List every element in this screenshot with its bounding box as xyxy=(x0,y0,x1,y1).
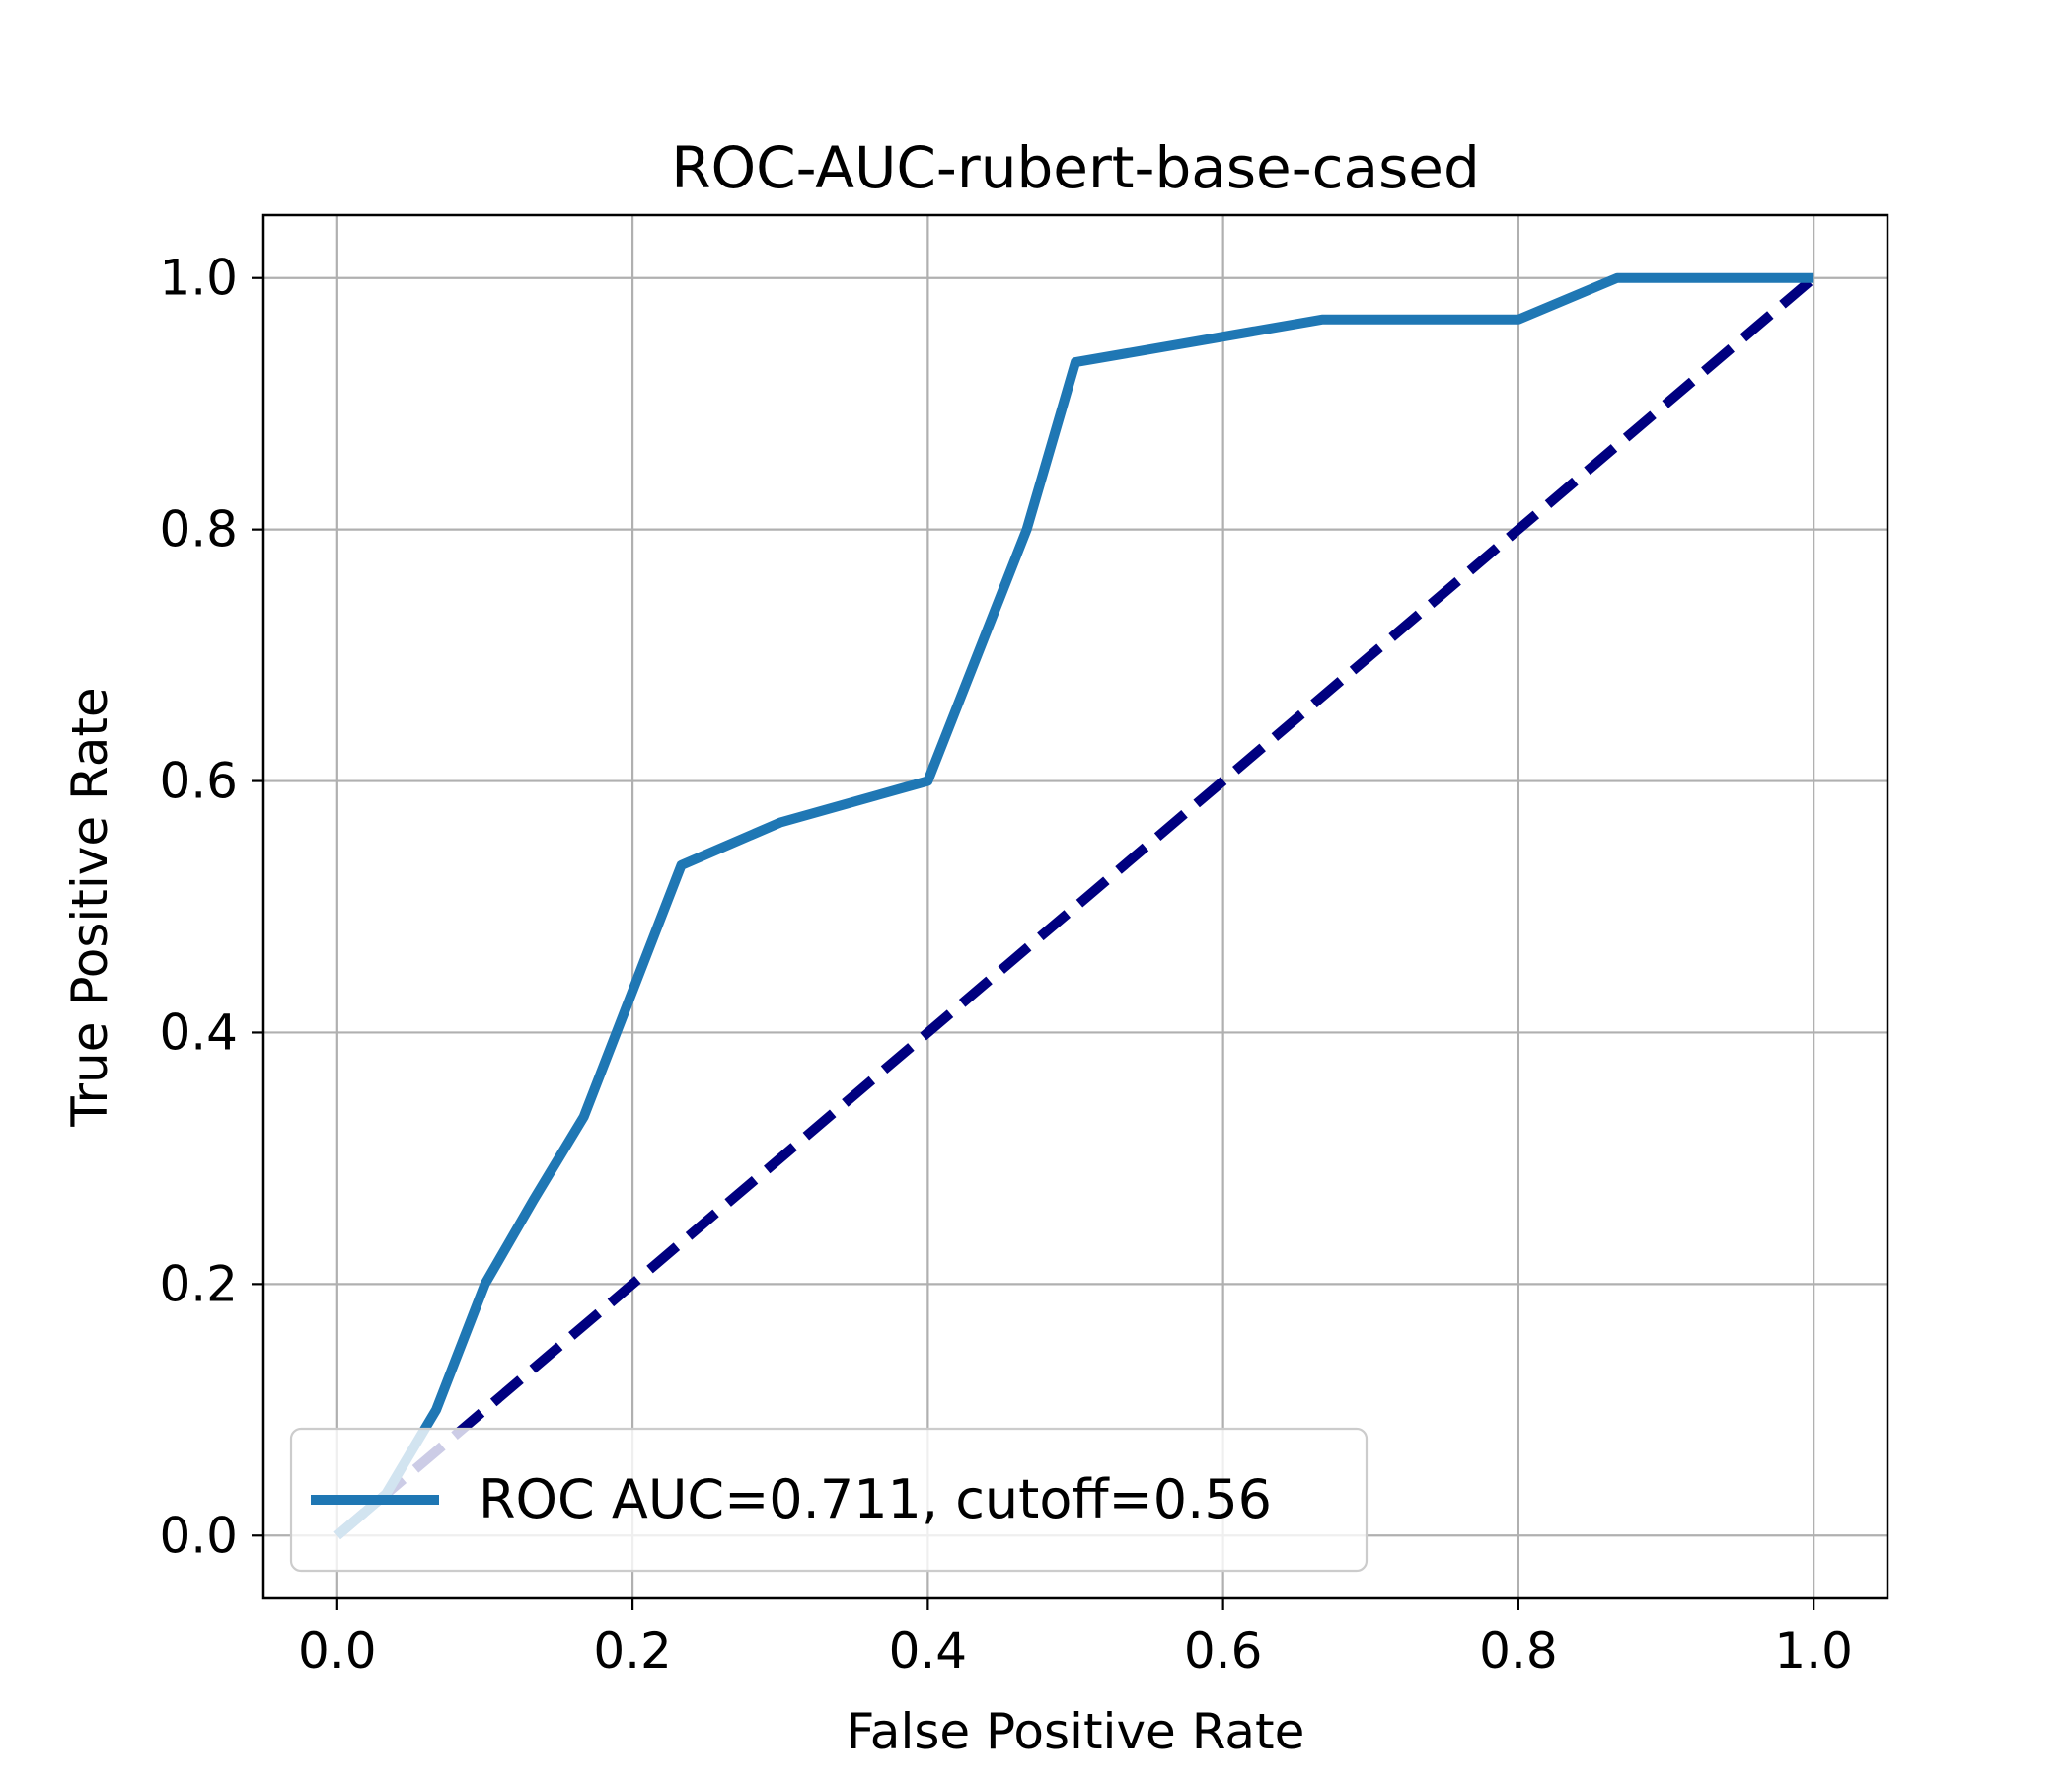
roc-curve xyxy=(333,272,1814,1540)
chart-title: ROC-AUC-rubert-base-cased xyxy=(671,134,1480,201)
plot-frame xyxy=(261,213,1889,1600)
chance-line xyxy=(333,273,1817,1540)
x-tick-label: 0.0 xyxy=(298,1622,377,1679)
x-tick-label: 0.8 xyxy=(1479,1622,1558,1679)
y-tick-label: 0.4 xyxy=(159,1003,238,1061)
legend-box xyxy=(289,1427,1369,1573)
x-tick-label: 0.4 xyxy=(889,1622,968,1679)
x-tick-label: 0.2 xyxy=(593,1622,672,1679)
x-tick-label: 0.6 xyxy=(1184,1622,1263,1679)
legend: ROC AUC=0.711, cutoff=0.56 xyxy=(289,1427,1369,1573)
legend-label: ROC AUC=0.711, cutoff=0.56 xyxy=(479,1468,1272,1530)
y-tick-label: 0.0 xyxy=(159,1507,238,1564)
x-tick-label: 1.0 xyxy=(1774,1622,1853,1679)
y-tick-label: 0.8 xyxy=(159,501,238,558)
y-tick-label: 1.0 xyxy=(159,250,238,307)
y-tick-label: 0.6 xyxy=(159,753,238,810)
y-tick-label: 0.2 xyxy=(159,1255,238,1312)
y-axis-label: True Positive Rate xyxy=(61,687,118,1127)
x-axis-label: False Positive Rate xyxy=(847,1703,1305,1760)
